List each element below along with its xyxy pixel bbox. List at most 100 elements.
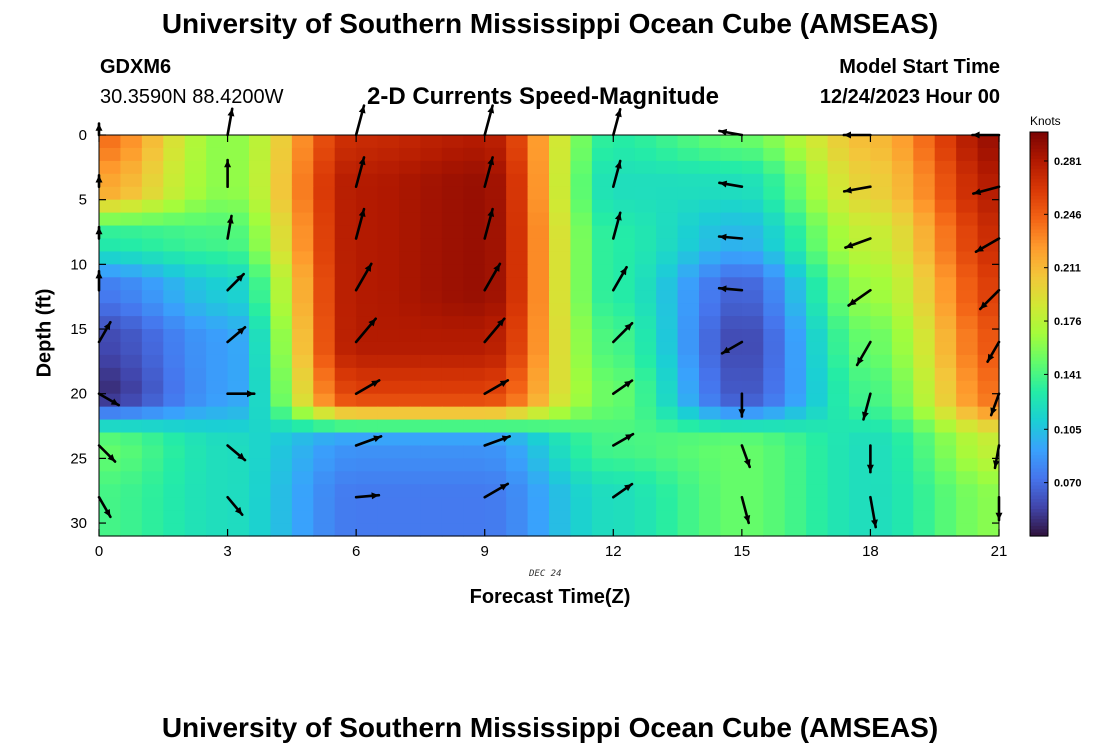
heatmap-cell [506,186,529,201]
colorbar-swatch [1030,270,1048,274]
heatmap-cell [634,212,657,227]
heatmap-cell [227,484,250,498]
current-arrow [354,104,366,137]
heatmap-cell [720,510,743,524]
heatmap-cell [420,406,443,421]
heatmap-cell [699,160,722,175]
heatmap-cell [763,212,786,227]
current-arrow [483,262,502,292]
heatmap-cell [634,419,657,434]
heatmap-cell [784,497,807,511]
current-arrow [354,156,366,188]
heatmap-cell [270,510,293,524]
heatmap-cell [763,510,786,524]
heatmap-cell [784,523,807,537]
heatmap-cell [913,510,936,524]
heatmap-cell [227,173,250,188]
heatmap-cell [377,484,400,498]
heatmap-cell [891,406,914,421]
heatmap-cell [849,199,872,214]
heatmap-cell [549,135,572,149]
heatmap-cell [741,354,764,369]
heatmap-cell [634,199,657,214]
heatmap-cell [549,147,572,162]
colorbar-swatch [1030,431,1048,436]
heatmap-cell [870,354,893,369]
heatmap-cell [441,212,464,227]
heatmap-cell [891,354,914,369]
heatmap-cell [227,135,250,149]
heatmap-cell [784,484,807,498]
colorbar-swatch [1030,522,1048,527]
heatmap-cell [484,135,507,149]
station-coordinates: 30.3590N 88.4200W [100,86,284,108]
heatmap-cell [227,380,250,395]
heatmap-cell [334,135,357,149]
heatmap-cell [484,419,507,434]
heatmap-cell [570,135,593,149]
heatmap-cell [591,497,614,511]
heatmap-cell [827,484,850,498]
heatmap-cell [334,303,357,317]
heatmap-cell [699,329,722,343]
heatmap-cell [784,303,807,317]
heatmap-cell [441,367,464,382]
heatmap-cell [891,186,914,201]
heatmap-cell [591,225,614,240]
heatmap-cell [527,510,550,524]
heatmap-cell [291,277,314,291]
heatmap-cell [313,419,336,434]
y-tick-label: 15 [70,321,87,338]
heatmap-cell [720,471,743,485]
colorbar-swatch [1030,344,1048,349]
heatmap-cell [163,419,186,434]
colorbar-swatch [1030,209,1048,214]
heatmap-cell [849,380,872,395]
heatmap-cell [334,341,357,356]
heatmap-cell [741,445,764,459]
heatmap-cell [656,341,679,356]
current-arrow [971,185,1001,196]
heatmap-cell [527,406,550,421]
heatmap-cell [699,406,722,421]
heatmap-cell [420,497,443,511]
heatmap-cell [141,445,164,459]
colorbar-swatch [1030,340,1048,345]
heatmap-cell [570,186,593,201]
heatmap-cell [377,264,400,278]
heatmap-cell [441,510,464,524]
heatmap-cell [720,354,743,369]
heatmap-cell [827,238,850,253]
heatmap-cell [634,290,657,304]
heatmap-cell [613,303,636,317]
heatmap-cell [699,419,722,434]
heatmap-cell [677,135,700,149]
heatmap-cell [891,238,914,253]
colorbar-swatch [1030,259,1048,264]
heatmap-cell [849,471,872,485]
heatmap-cell [634,432,657,447]
heatmap-cell [184,303,207,317]
heatmap-cell [227,329,250,343]
heatmap-cell [934,225,957,240]
heatmap-cell [291,186,314,201]
heatmap-cell [141,135,164,149]
heatmap-cell [870,186,893,201]
heatmap-cell [463,510,486,524]
heatmap-cell [806,316,829,330]
heatmap-cell [441,497,464,511]
heatmap-cell [741,135,764,149]
heatmap-cell [656,238,679,253]
heatmap-cell [399,173,422,188]
heatmap-cell [420,341,443,356]
heatmap-cell [184,497,207,511]
heatmap-cell [591,419,614,434]
heatmap-cell [141,173,164,188]
heatmap-cell [334,212,357,227]
heatmap-cell [163,406,186,421]
heatmap-cell [120,393,143,408]
heatmap-cell [249,354,272,369]
heatmap-cell [184,290,207,304]
heatmap-cell [227,419,250,434]
heatmap-cell [206,419,229,434]
